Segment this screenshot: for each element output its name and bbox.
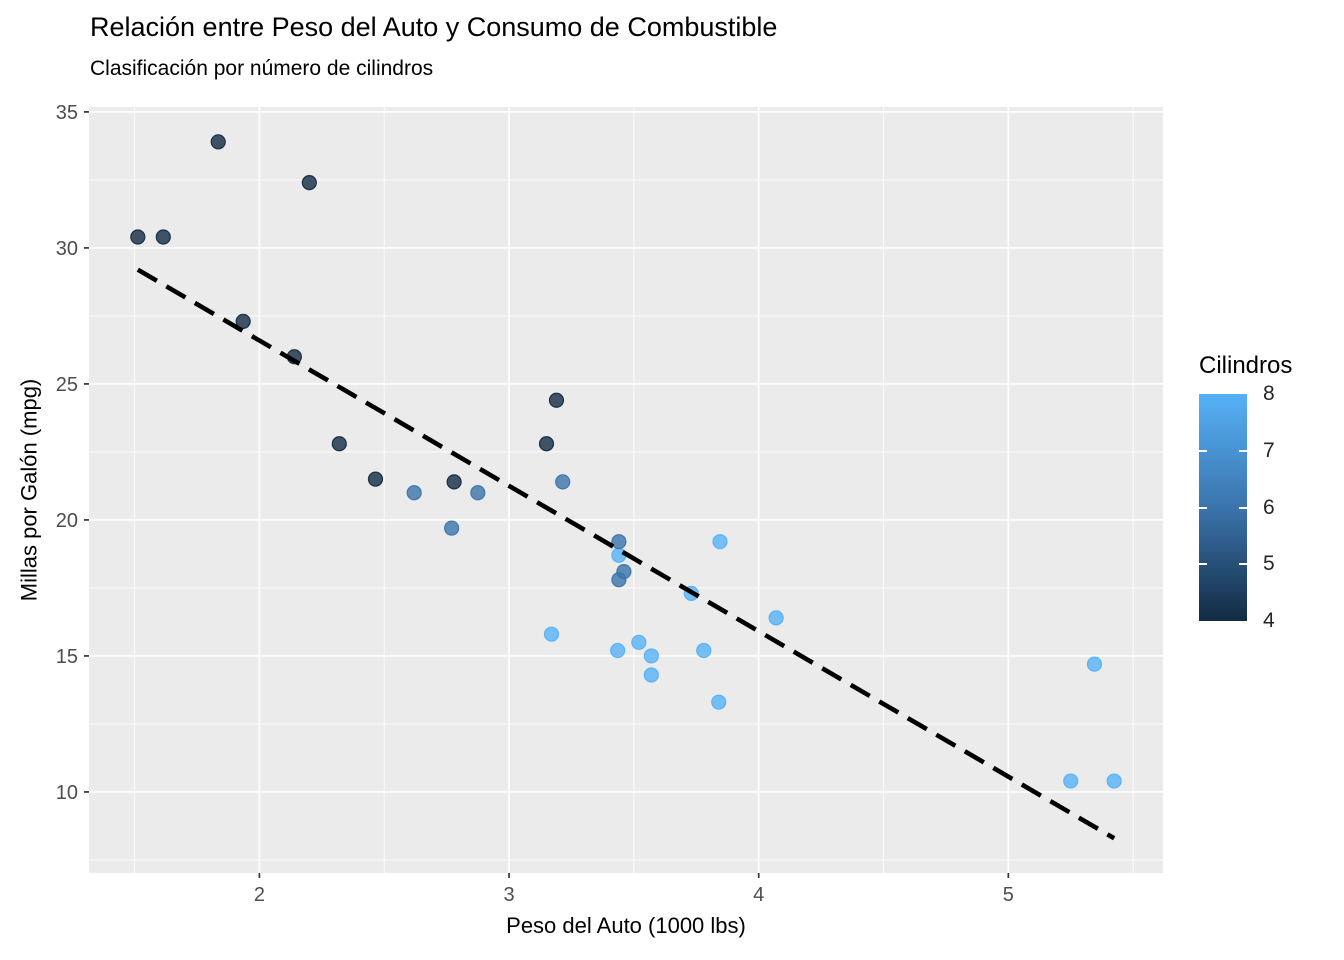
trend-line — [136, 267, 1116, 841]
y-tick-label: 30 — [56, 238, 78, 260]
legend: Cilindros 8 7 6 5 4 — [1199, 352, 1339, 632]
data-point — [643, 667, 659, 683]
y-tick-label: 20 — [56, 510, 78, 532]
data-point — [130, 229, 146, 245]
x-tick-label: 2 — [254, 884, 265, 906]
data-point — [406, 485, 422, 501]
legend-label: 5 — [1263, 552, 1275, 576]
legend-label: 4 — [1263, 609, 1275, 632]
data-point — [610, 642, 626, 659]
data-point — [1063, 773, 1079, 789]
data-point — [301, 175, 317, 191]
legend-tick — [1199, 563, 1207, 566]
data-point — [155, 229, 171, 245]
x-tick-label: 3 — [503, 884, 514, 906]
data-point — [235, 313, 251, 329]
data-point — [631, 634, 647, 650]
data-point — [696, 642, 712, 659]
data-point — [711, 694, 727, 710]
data-point — [538, 436, 555, 452]
legend-label: 7 — [1263, 438, 1275, 462]
data-point — [1086, 656, 1103, 672]
y-axis-title: Millas por Galón (mpg) — [16, 378, 42, 602]
x-tick-label: 4 — [753, 884, 764, 906]
y-tick-label: 15 — [56, 646, 78, 668]
legend-tick — [1239, 449, 1247, 452]
chart-subtitle: Clasificación por número de cilindros — [90, 57, 434, 80]
legend-tick — [1199, 506, 1207, 509]
y-tick-label: 25 — [56, 374, 78, 396]
x-axis-title: Peso del Auto (1000 lbs) — [506, 913, 746, 938]
data-point — [444, 520, 460, 536]
y-tick-label: 35 — [56, 102, 78, 124]
y-tick-label: 10 — [56, 782, 78, 804]
data-point — [210, 134, 226, 150]
legend-title: Cilindros — [1199, 352, 1293, 379]
legend-label: 8 — [1263, 382, 1275, 405]
data-point — [470, 485, 486, 501]
x-tick-label: 5 — [1003, 884, 1014, 906]
panel-background — [89, 107, 1163, 873]
data-point — [1106, 773, 1122, 789]
data-point — [768, 610, 784, 626]
legend-tick — [1199, 449, 1207, 452]
chart-title: Relación entre Peso del Auto y Consumo d… — [90, 12, 778, 42]
legend-label: 6 — [1263, 495, 1275, 519]
data-point — [548, 392, 565, 408]
data-point — [611, 572, 627, 588]
legend-tick — [1239, 506, 1247, 509]
data-point — [331, 436, 347, 452]
data-point — [611, 534, 627, 550]
data-point — [555, 474, 571, 490]
legend-tick — [1239, 563, 1247, 566]
data-point — [712, 534, 728, 550]
data-point — [367, 471, 384, 487]
data-point — [446, 474, 462, 490]
data-point — [643, 648, 659, 664]
data-point — [543, 626, 560, 642]
y-axis-title-wrap: Millas por Galón (mpg) — [14, 107, 44, 873]
legend-colorbar: 8 7 6 5 4 — [1199, 382, 1275, 632]
